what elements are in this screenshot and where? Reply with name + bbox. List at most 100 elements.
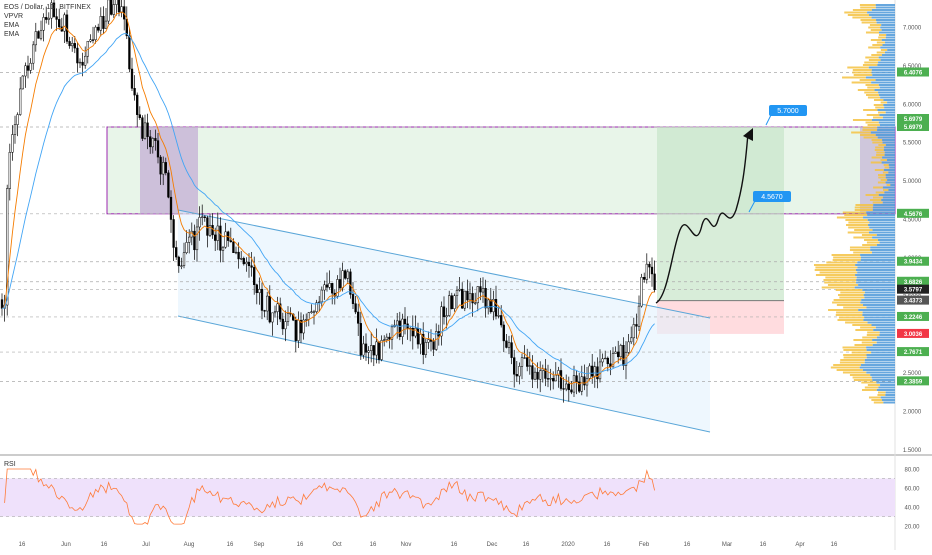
candle-body [286, 313, 290, 322]
volume-profile-bar-up [832, 301, 861, 304]
volume-profile-bar-up [868, 59, 881, 61]
price-label-text: 5.6979 [904, 117, 923, 123]
candle-body [180, 265, 183, 267]
price-label-text: 2.7671 [904, 350, 923, 356]
volume-profile-bar-down [879, 331, 895, 334]
rsi-tick-label: 60.00 [904, 487, 920, 493]
volume-profile-bar-up [849, 374, 871, 376]
target-callout-text: 5.7000 [777, 108, 799, 115]
volume-profile-bar-down [860, 256, 895, 259]
volume-profile-bar-up [835, 314, 863, 316]
volume-profile-bar-down [889, 166, 895, 169]
candle-body [487, 299, 490, 309]
volume-profile-bar-up [876, 41, 886, 44]
candle-body [164, 162, 167, 174]
candle-body [39, 29, 43, 39]
candle-body [320, 289, 323, 303]
price-label-text: 3.2246 [904, 315, 923, 321]
candle-body [331, 283, 334, 294]
candle-body [299, 319, 303, 334]
volume-profile-bar-down [872, 209, 895, 211]
volume-profile-bar-down [863, 294, 895, 296]
candle-body [513, 357, 516, 375]
indicator-vpvr[interactable]: VPVR [4, 13, 24, 20]
price-tick-label: 4.5000 [903, 218, 922, 224]
price-label-box [897, 67, 929, 77]
volume-profile-bar-down [871, 351, 895, 354]
price-label-text: 3.6826 [904, 280, 923, 286]
target-callout-box [769, 105, 807, 116]
candle-body [229, 240, 232, 243]
candle-body [297, 319, 300, 341]
volume-profile-bar-up [867, 384, 881, 386]
candle-body [635, 324, 638, 327]
candle-body [133, 88, 136, 96]
candle-body [32, 44, 35, 64]
candle-body [380, 340, 383, 360]
candle-body [481, 287, 485, 293]
volume-profile-bar-up [868, 26, 881, 29]
candle-body [505, 340, 508, 348]
volume-profile-bar-down [877, 109, 895, 111]
candle-body [520, 357, 524, 367]
indicator-ema-1[interactable]: EMA [4, 22, 20, 29]
volume-profile-bar-down [874, 89, 895, 91]
volume-profile-bar-up [886, 184, 891, 186]
volume-profile-bar-up [839, 361, 865, 364]
volume-profile-bar-up [836, 369, 863, 371]
volume-profile-bar-up [870, 39, 882, 41]
candle-body [271, 312, 274, 323]
volume-profile-bar-up [819, 271, 858, 274]
volume-profile-bar-down [869, 14, 895, 16]
candle-body [201, 216, 204, 218]
volume-profile-bar-up [854, 206, 873, 209]
volume-profile-bar-down [870, 374, 895, 376]
candle-body [21, 75, 24, 90]
candle-body [455, 290, 459, 296]
indicator-ema-2[interactable]: EMA [4, 31, 20, 38]
projection-arrow-head [743, 128, 753, 141]
volume-profile-bar-down [888, 164, 895, 166]
candle-body [73, 43, 76, 49]
price-tick-label: 1.5000 [903, 448, 922, 454]
candle-body [242, 258, 245, 265]
candle-body [19, 88, 22, 115]
time-tick-label: 16 [523, 542, 530, 548]
candle-body [344, 270, 347, 279]
volume-profile-bar-up [882, 171, 889, 174]
volume-profile-bar-down [855, 269, 895, 271]
candle-body [531, 365, 534, 380]
volume-profile-bar-up [864, 61, 879, 64]
candle-body [346, 271, 349, 279]
volume-profile-bar-down [860, 254, 895, 256]
candle-body [338, 279, 342, 289]
volume-profile-bar-up [844, 214, 868, 216]
volume-profile-bar-down [876, 19, 895, 21]
chart-title: EOS / Dollar, 1D, BITFINEX [4, 4, 91, 11]
candle-body [34, 31, 37, 46]
volume-profile-bar-down [881, 24, 895, 26]
candle-body [99, 16, 102, 31]
time-tick-label: Mar [722, 542, 732, 548]
candle-body [648, 263, 651, 268]
candle-body [136, 94, 139, 115]
candle-body [141, 117, 144, 139]
time-tick-label: 16 [227, 542, 234, 548]
volume-profile-bar-up [878, 174, 886, 176]
volume-profile-bar-up [849, 249, 871, 251]
candle-body [557, 370, 560, 376]
candle-body [6, 188, 9, 306]
volume-profile-bar-down [866, 371, 895, 374]
volume-profile-bar-up [869, 24, 882, 26]
volume-profile-bar-up [851, 131, 871, 134]
candle-body [112, 4, 115, 15]
candle-body [76, 47, 79, 64]
price-tick-label: 7.0000 [903, 26, 922, 32]
candle-body [58, 19, 61, 28]
candle-body [500, 315, 503, 326]
volume-profile-bar-up [853, 379, 873, 381]
volume-profile-bar-up [833, 256, 861, 259]
time-tick-label: 16 [760, 542, 767, 548]
